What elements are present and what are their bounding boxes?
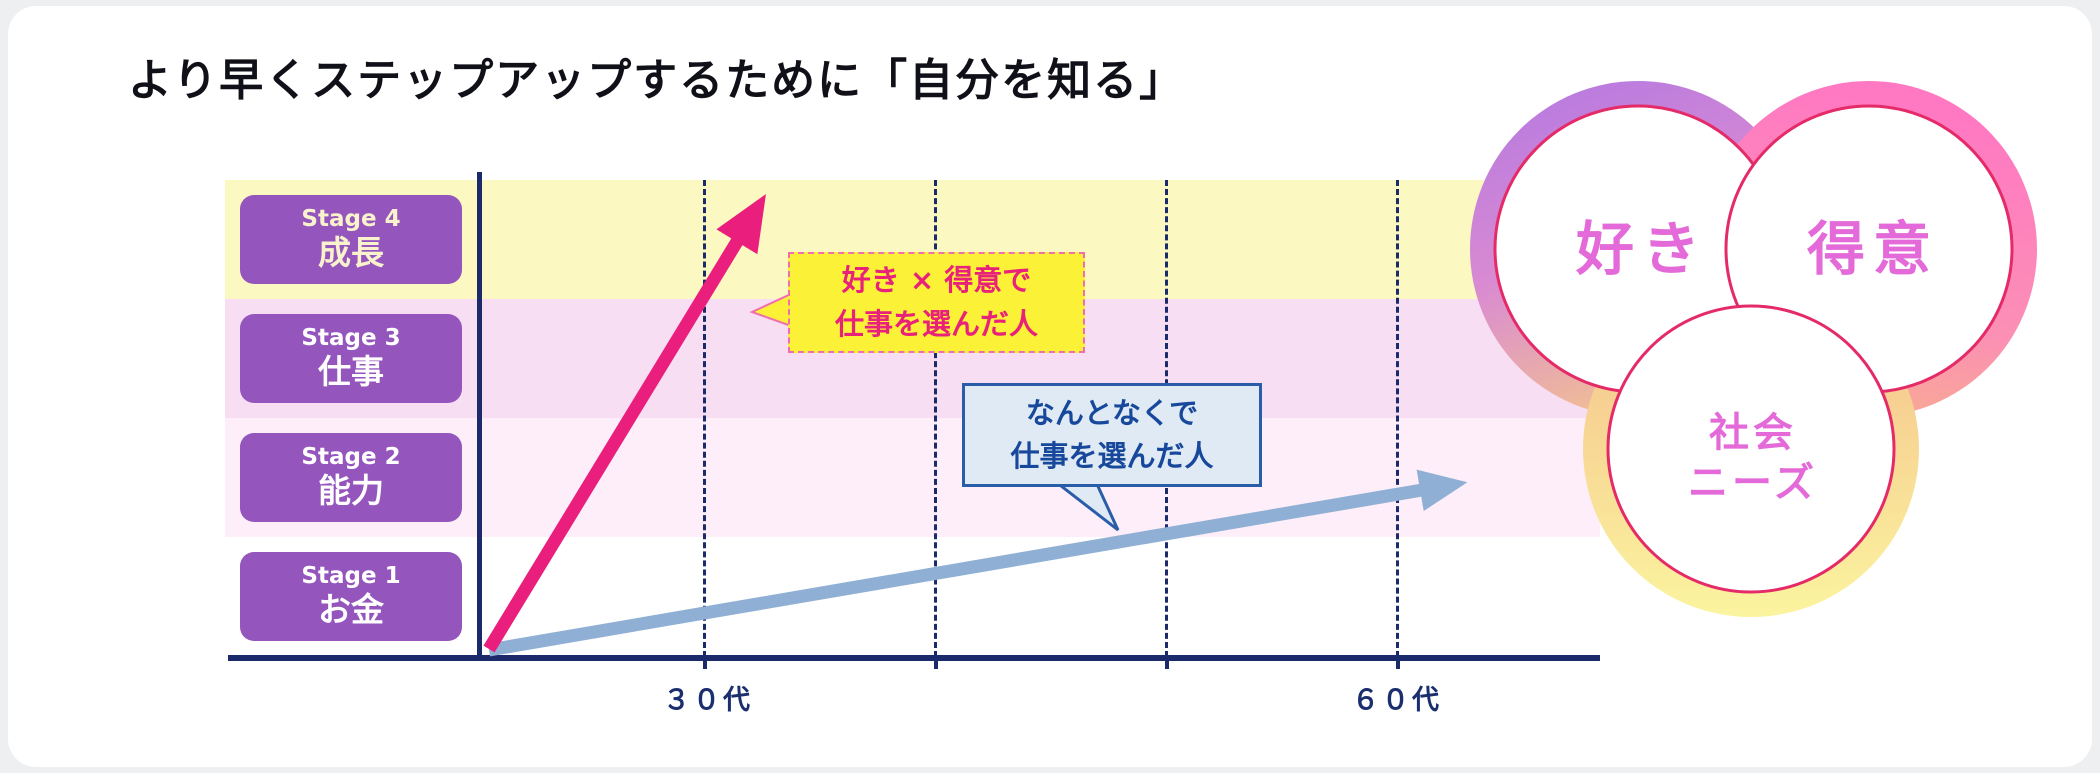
- callout-pink-tail: [749, 292, 792, 328]
- stage-box-3: Stage 3 仕事: [240, 314, 462, 403]
- stage-box-3-label: 仕事: [318, 351, 384, 391]
- stage-box-4: Stage 4 成長: [240, 195, 462, 284]
- x-label-30s: ３０代: [663, 685, 753, 716]
- page-title: より早くステップアップするために「自分を知る」: [128, 55, 1186, 106]
- arrow-vague-choice: [487, 469, 1468, 657]
- axis-tick-60s: [1396, 661, 1400, 669]
- stage-box-4-label: 成長: [318, 232, 384, 272]
- gridline-60s: [1396, 180, 1399, 657]
- stage-box-2: Stage 2 能力: [240, 433, 462, 522]
- callout-pink-line2: 仕事を選んだ人: [834, 306, 1038, 341]
- callout-vague-choice: なんとなくで 仕事を選んだ人: [962, 383, 1262, 487]
- stage-box-2-label: 能力: [318, 470, 384, 510]
- callout-blue-tail: [1051, 480, 1120, 532]
- axis-tick-40s: [934, 661, 938, 669]
- y-axis: [477, 172, 482, 661]
- stage-box-3-stage: Stage 3: [301, 325, 401, 352]
- stage-box-2-stage: Stage 2: [301, 444, 401, 471]
- venn-label-social-line1: 社会: [1709, 410, 1797, 456]
- venn-circle-social: [1606, 304, 1896, 594]
- stage-box-4-stage: Stage 4: [301, 206, 401, 233]
- callout-blue-line2: 仕事を選んだ人: [1010, 439, 1214, 473]
- x-axis: [228, 655, 1600, 661]
- axis-tick-50s: [1165, 661, 1169, 669]
- arrow-like-x-strength: [483, 193, 766, 653]
- callout-pink-line1: 好き × 得意で: [841, 263, 1032, 297]
- stage-box-1-label: お金: [318, 589, 384, 629]
- stage-box-1: Stage 1 お金: [240, 552, 462, 641]
- stage-box-1-stage: Stage 1: [301, 563, 401, 590]
- venn-label-social-line2: ニーズ: [1688, 460, 1818, 506]
- venn-label-strength: 得意: [1807, 215, 1939, 283]
- gridline-40s: [934, 180, 937, 657]
- gridline-30s: [703, 180, 706, 657]
- callout-blue-line1: なんとなくで: [1025, 395, 1199, 430]
- venn-diagram: 好き 得意 社会 ニーズ: [1470, 81, 2037, 617]
- x-label-60s: ６０代: [1352, 685, 1442, 716]
- callout-like-x-strength: 好き × 得意で 仕事を選んだ人: [788, 252, 1085, 353]
- venn-label-like: 好き: [1575, 215, 1708, 283]
- axis-tick-30s: [703, 661, 707, 669]
